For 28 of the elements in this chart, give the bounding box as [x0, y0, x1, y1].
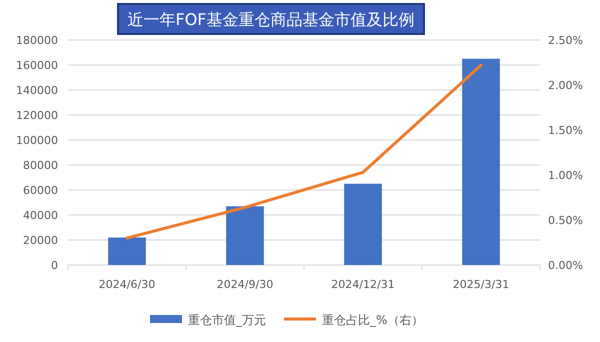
y-tick-label: 20000	[23, 234, 58, 247]
y2-tick-label: 0.00%	[548, 259, 583, 272]
x-tick-label: 2024/12/31	[331, 278, 395, 291]
y2-tick-label: 1.50%	[548, 124, 583, 137]
y-tick-label: 80000	[23, 159, 58, 172]
x-tick-label: 2024/6/30	[98, 278, 156, 291]
y-tick-label: 180000	[16, 34, 58, 47]
legend-label: 重仓市值_万元	[188, 313, 266, 327]
y-tick-label: 0	[51, 259, 58, 272]
bar	[108, 238, 146, 265]
y-tick-label: 140000	[16, 84, 58, 97]
y2-tick-label: 2.50%	[548, 34, 583, 47]
y2-tick-label: 0.50%	[548, 214, 583, 227]
bar	[226, 206, 264, 265]
chart-title: 近一年FOF基金重仓商品基金市值及比例	[128, 10, 414, 29]
y-tick-label: 120000	[16, 109, 58, 122]
y2-tick-label: 2.00%	[548, 79, 583, 92]
y-tick-label: 60000	[23, 184, 58, 197]
bar	[462, 58, 500, 265]
bar	[344, 184, 382, 265]
legend-label: 重仓占比_%（右）	[322, 313, 424, 327]
x-tick-label: 2024/9/30	[216, 278, 274, 291]
x-tick-label: 2025/3/31	[452, 278, 510, 291]
line-series	[126, 64, 482, 240]
y-tick-label: 160000	[16, 59, 58, 72]
y-tick-label: 40000	[23, 209, 58, 222]
y2-tick-label: 1.00%	[548, 169, 583, 182]
y-tick-label: 100000	[16, 134, 58, 147]
